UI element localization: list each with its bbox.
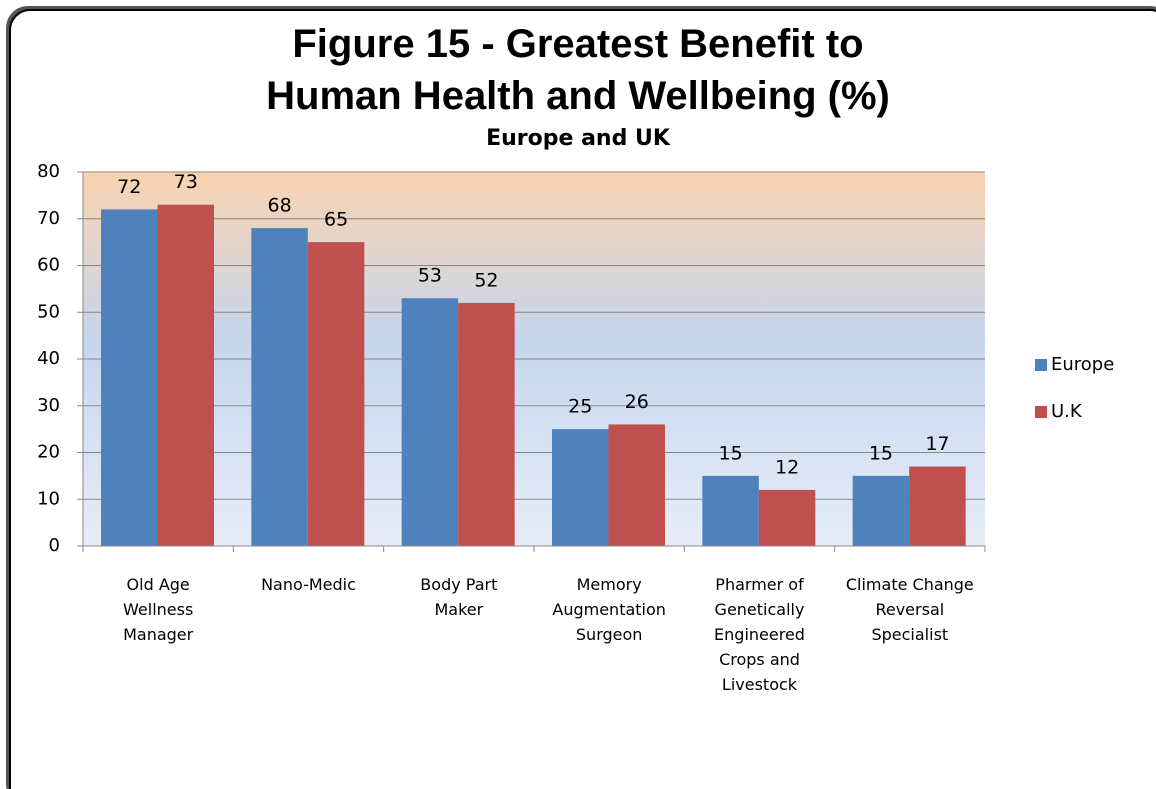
data-label: 53 [418,265,442,287]
bar [552,429,609,546]
bar [909,466,966,546]
y-tick-label: 40 [37,348,60,369]
data-label: 68 [267,195,291,217]
data-label: 73 [174,171,198,193]
x-tick-label: Nano-Medic [261,575,356,594]
bar [251,228,308,546]
data-label: 17 [925,433,949,455]
legend-swatch [1035,406,1047,418]
chart-title: Figure 15 - Greatest Benefit to Human He… [266,22,890,118]
y-tick-label: 30 [37,395,60,416]
data-label: 12 [775,456,799,478]
x-tick-label: Old Age Wellness Manager [123,575,194,644]
bar [101,209,158,546]
y-tick-label: 50 [37,301,60,322]
legend-label: U.K [1051,401,1083,422]
bar [702,475,759,546]
bar [307,242,365,546]
data-label: 26 [625,391,649,413]
x-tick-label: Body Part Maker [420,575,498,619]
chart-subtitle: Europe and UK [486,126,670,151]
data-label: 25 [568,396,592,418]
x-tick-label: Climate Change Reversal Specialist [845,575,974,644]
bar [608,424,665,546]
data-label: 65 [324,209,348,231]
data-label: 15 [869,442,893,464]
legend-swatch [1035,359,1047,371]
y-tick-label: 0 [49,535,60,556]
bar [758,489,816,546]
data-label: 15 [718,442,742,464]
x-tick-label: Memory Augmentation Surgeon [552,575,666,644]
y-tick-label: 80 [37,161,60,182]
bar [852,475,910,546]
x-tick-label: Pharmer of Genetically Engineered Crops … [714,575,805,694]
data-label: 52 [474,269,498,291]
y-tick-label: 20 [37,442,60,463]
y-tick-label: 10 [37,488,60,509]
y-tick-label: 60 [37,255,60,276]
bar [157,204,214,546]
legend-label: Europe [1051,354,1114,375]
bar [401,298,459,546]
bar [458,302,515,546]
y-tick-label: 70 [37,208,60,229]
data-label: 72 [117,176,141,198]
